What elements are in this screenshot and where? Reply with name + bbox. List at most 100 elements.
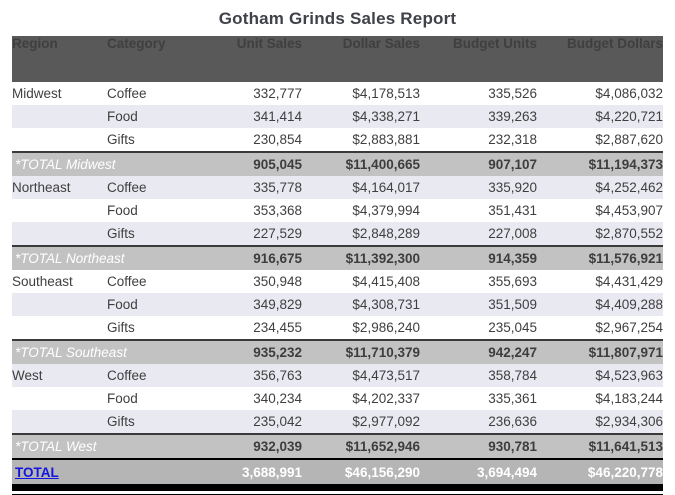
unit-sales-cell: 230,854: [253, 132, 302, 147]
dollar-sales-cell: $46,156,290: [344, 464, 420, 480]
region-total-label: *TOTAL Northeast: [15, 251, 125, 266]
unit-sales-cell: 932,039: [253, 439, 302, 454]
dollar-sales-cell: $2,977,092: [352, 414, 420, 429]
table-row: Food 353,368 $4,379,994 351,431 $4,453,907: [12, 199, 663, 222]
dollar-sales-cell: $4,164,017: [352, 180, 420, 195]
budget-units-cell: 358,784: [488, 368, 537, 383]
budget-dollars-cell: $11,641,513: [588, 439, 663, 454]
table-row: Gifts 235,042 $2,977,092 236,636 $2,934,306: [12, 410, 663, 434]
category-cell: Food: [107, 109, 138, 124]
unit-sales-cell: 350,948: [253, 274, 302, 289]
budget-units-cell: 339,263: [488, 109, 537, 124]
budget-units-cell: 227,008: [488, 226, 537, 241]
table-row: Midwest Coffee 332,777 $4,178,513 335,526 $4,…: [12, 82, 663, 105]
budget-dollars-cell: $4,086,032: [595, 86, 663, 101]
column-header-budget-dollars: Budget Dollars: [537, 36, 663, 82]
table-row: Food 349,829 $4,308,731 351,509 $4,409,288: [12, 293, 663, 316]
unit-sales-cell: 335,778: [253, 180, 302, 195]
budget-dollars-cell: $11,194,373: [588, 157, 663, 172]
unit-sales-cell: 916,675: [253, 251, 302, 266]
category-cell: Food: [107, 203, 138, 218]
dollar-sales-cell: $4,338,271: [352, 109, 420, 124]
budget-dollars-cell: $46,220,778: [587, 464, 663, 480]
dollar-sales-cell: $2,848,289: [352, 226, 420, 241]
region-cell: West: [12, 368, 43, 383]
category-cell: Coffee: [107, 274, 147, 289]
table-bottom-border: [12, 484, 663, 495]
budget-units-cell: 335,526: [488, 86, 537, 101]
dollar-sales-cell: $11,400,665: [345, 157, 420, 172]
region-total-label: *TOTAL West: [15, 439, 97, 454]
unit-sales-cell: 349,829: [253, 297, 302, 312]
dollar-sales-cell: $4,379,994: [352, 203, 420, 218]
budget-dollars-cell: $11,807,971: [588, 345, 663, 360]
report-table-body: Midwest Coffee 332,777 $4,178,513 335,526 $4,…: [12, 82, 663, 484]
budget-dollars-cell: $4,453,907: [595, 203, 663, 218]
unit-sales-cell: 227,529: [253, 226, 302, 241]
category-cell: Gifts: [107, 320, 135, 335]
dollar-sales-cell: $4,178,513: [352, 86, 420, 101]
column-header-unit-sales: Unit Sales: [199, 36, 302, 82]
dollar-sales-cell: $4,202,337: [352, 391, 420, 406]
dollar-sales-cell: $4,415,408: [352, 274, 420, 289]
sales-report-table: Region Category Unit Sales Dollar Sales …: [12, 36, 663, 484]
budget-dollars-cell: $4,409,288: [595, 297, 663, 312]
column-header-category: Category: [107, 36, 199, 82]
bottom-bar-gap: [12, 491, 663, 494]
category-cell: Gifts: [107, 414, 135, 429]
dollar-sales-cell: $4,473,517: [352, 368, 420, 383]
unit-sales-cell: 935,232: [253, 345, 302, 360]
region-cell: [12, 293, 107, 316]
bottom-bar-thick: [12, 484, 663, 491]
page-title: Gotham Grinds Sales Report: [218, 9, 457, 28]
unit-sales-cell: 905,045: [253, 157, 302, 172]
region-cell: Southeast: [12, 274, 73, 289]
category-cell: Gifts: [107, 226, 135, 241]
budget-units-cell: 907,107: [488, 157, 537, 172]
column-header-dollar-sales: Dollar Sales: [302, 36, 420, 82]
region-total-row: *TOTAL Midwest 905,045 $11,400,665 907,107 $…: [12, 152, 663, 176]
budget-dollars-cell: $4,220,721: [595, 109, 663, 124]
table-row: West Coffee 356,763 $4,473,517 358,784 $4,523…: [12, 364, 663, 387]
region-cell: [12, 105, 107, 128]
budget-units-cell: 235,045: [488, 320, 537, 335]
region-total-row: *TOTAL Southeast 935,232 $11,710,379 942,24…: [12, 340, 663, 364]
budget-units-cell: 914,359: [488, 251, 537, 266]
table-row: Gifts 234,455 $2,986,240 235,045 $2,967,254: [12, 316, 663, 340]
budget-units-cell: 335,361: [488, 391, 537, 406]
table-row: Southeast Coffee 350,948 $4,415,408 355,693 $…: [12, 270, 663, 293]
region-total-row: *TOTAL Northeast 916,675 $11,392,300 914,35…: [12, 246, 663, 270]
budget-units-cell: 236,636: [488, 414, 537, 429]
unit-sales-cell: 340,234: [253, 391, 302, 406]
unit-sales-cell: 234,455: [253, 320, 302, 335]
region-cell: [12, 199, 107, 222]
budget-units-cell: 355,693: [488, 274, 537, 289]
unit-sales-cell: 332,777: [253, 86, 302, 101]
budget-units-cell: 942,247: [488, 345, 537, 360]
grand-total-link[interactable]: TOTAL: [15, 464, 59, 480]
budget-units-cell: 335,920: [488, 180, 537, 195]
grand-total-row: TOTAL 3,688,991 $46,156,290 3,694,494 $46,22…: [12, 459, 663, 484]
category-cell: Coffee: [107, 368, 147, 383]
region-cell: [12, 128, 107, 152]
budget-dollars-cell: $2,934,306: [595, 414, 663, 429]
category-cell: Gifts: [107, 132, 135, 147]
dollar-sales-cell: $11,652,946: [345, 439, 420, 454]
column-header-region: Region: [12, 36, 107, 82]
region-total-label: *TOTAL Midwest: [15, 157, 116, 172]
unit-sales-cell: 353,368: [253, 203, 302, 218]
dollar-sales-cell: $11,710,379: [345, 345, 420, 360]
budget-dollars-cell: $11,576,921: [588, 251, 663, 266]
table-row: Food 341,414 $4,338,271 339,263 $4,220,721: [12, 105, 663, 128]
category-cell: Coffee: [107, 86, 147, 101]
table-row: Food 340,234 $4,202,337 335,361 $4,183,244: [12, 387, 663, 410]
unit-sales-cell: 235,042: [253, 414, 302, 429]
unit-sales-cell: 356,763: [253, 368, 302, 383]
region-cell: [12, 410, 107, 434]
budget-dollars-cell: $2,887,620: [595, 132, 663, 147]
budget-dollars-cell: $4,523,963: [595, 368, 663, 383]
category-cell: Food: [107, 297, 138, 312]
dollar-sales-cell: $11,392,300: [345, 251, 420, 266]
unit-sales-cell: 341,414: [253, 109, 302, 124]
